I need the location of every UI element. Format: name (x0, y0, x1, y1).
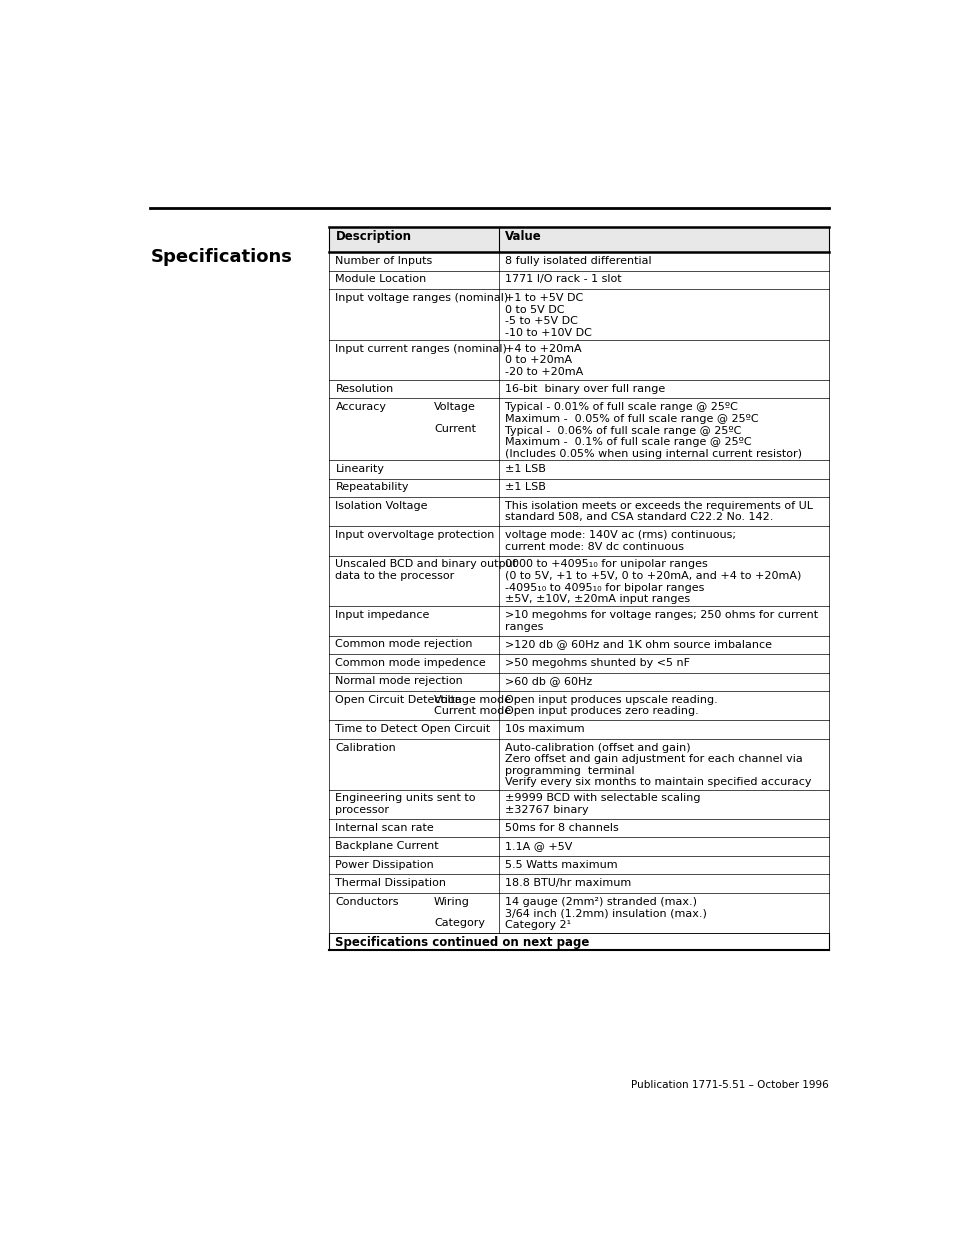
Text: Specifications: Specifications (150, 248, 292, 267)
Text: Category: Category (434, 918, 484, 929)
Text: Normal mode rejection: Normal mode rejection (335, 677, 463, 687)
Text: ±1 LSB: ±1 LSB (505, 464, 545, 474)
Text: >60 db @ 60Hz: >60 db @ 60Hz (505, 677, 592, 687)
Text: Voltage: Voltage (434, 403, 476, 412)
Text: Common mode impedence: Common mode impedence (335, 658, 486, 668)
Text: Accuracy: Accuracy (335, 403, 386, 412)
Text: Power Dissipation: Power Dissipation (335, 860, 434, 869)
Text: Input impedance: Input impedance (335, 610, 430, 620)
Text: ±9999 BCD with selectable scaling
±32767 binary: ±9999 BCD with selectable scaling ±32767… (505, 793, 700, 815)
Text: Unscaled BCD and binary output
data to the processor: Unscaled BCD and binary output data to t… (335, 559, 517, 580)
Text: Number of Inputs: Number of Inputs (335, 256, 433, 266)
Text: >50 megohms shunted by <5 nF: >50 megohms shunted by <5 nF (505, 658, 689, 668)
Text: Open input produces upscale reading.
Open input produces zero reading.: Open input produces upscale reading. Ope… (505, 695, 718, 716)
Text: ±1 LSB: ±1 LSB (505, 483, 545, 493)
Text: This isolation meets or exceeds the requirements of UL
standard 508, and CSA sta: This isolation meets or exceeds the requ… (505, 501, 812, 522)
Text: Voltage mode: Voltage mode (434, 695, 511, 705)
Text: Backplane Current: Backplane Current (335, 841, 438, 851)
Text: voltage mode: 140V ac (rms) continuous;
current mode: 8V dc continuous: voltage mode: 140V ac (rms) continuous; … (505, 530, 736, 552)
Bar (329, 227, 828, 252)
Text: Time to Detect Open Circuit: Time to Detect Open Circuit (335, 724, 490, 734)
Text: Engineering units sent to
processor: Engineering units sent to processor (335, 793, 476, 815)
Text: Linearity: Linearity (335, 464, 384, 474)
Text: 1771 I/O rack - 1 slot: 1771 I/O rack - 1 slot (505, 274, 621, 284)
Text: Isolation Voltage: Isolation Voltage (335, 501, 428, 511)
Text: Conductors: Conductors (335, 897, 398, 906)
Text: Repeatability: Repeatability (335, 483, 409, 493)
Text: Common mode rejection: Common mode rejection (335, 640, 473, 650)
Text: 8 fully isolated differential: 8 fully isolated differential (505, 256, 651, 266)
Text: Specifications continued on next page: Specifications continued on next page (335, 936, 589, 948)
Text: Typical - 0.01% of full scale range @ 25ºC
Maximum -  0.05% of full scale range : Typical - 0.01% of full scale range @ 25… (505, 403, 801, 458)
Text: Resolution: Resolution (335, 384, 394, 394)
Text: Internal scan rate: Internal scan rate (335, 823, 434, 832)
Text: Input current ranges (nominal): Input current ranges (nominal) (335, 343, 507, 353)
Text: 0000 to +4095₁₀ for unipolar ranges
(0 to 5V, +1 to +5V, 0 to +20mA, and +4 to +: 0000 to +4095₁₀ for unipolar ranges (0 t… (505, 559, 801, 604)
Text: 1.1A @ +5V: 1.1A @ +5V (505, 841, 572, 851)
Text: Calibration: Calibration (335, 742, 395, 752)
Text: Publication 1771-5.51 – October 1996: Publication 1771-5.51 – October 1996 (631, 1079, 828, 1091)
Text: Input voltage ranges (nominal): Input voltage ranges (nominal) (335, 293, 508, 303)
Text: 16-bit  binary over full range: 16-bit binary over full range (505, 384, 665, 394)
Text: Value: Value (505, 230, 541, 243)
Text: +4 to +20mA
0 to +20mA
-20 to +20mA: +4 to +20mA 0 to +20mA -20 to +20mA (505, 343, 583, 377)
Text: 50ms for 8 channels: 50ms for 8 channels (505, 823, 618, 832)
Text: 14 gauge (2mm²) stranded (max.)
3/64 inch (1.2mm) insulation (max.)
Category 2¹: 14 gauge (2mm²) stranded (max.) 3/64 inc… (505, 897, 706, 930)
Text: 18.8 BTU/hr maximum: 18.8 BTU/hr maximum (505, 878, 631, 888)
Text: Input overvoltage protection: Input overvoltage protection (335, 530, 495, 540)
Text: Description: Description (335, 230, 411, 243)
Text: Thermal Dissipation: Thermal Dissipation (335, 878, 446, 888)
Text: +1 to +5V DC
0 to 5V DC
-5 to +5V DC
-10 to +10V DC: +1 to +5V DC 0 to 5V DC -5 to +5V DC -10… (505, 293, 592, 337)
Text: Module Location: Module Location (335, 274, 426, 284)
Text: Auto-calibration (offset and gain)
Zero offset and gain adjustment for each chan: Auto-calibration (offset and gain) Zero … (505, 742, 811, 788)
Text: 5.5 Watts maximum: 5.5 Watts maximum (505, 860, 618, 869)
Text: 10s maximum: 10s maximum (505, 724, 584, 734)
Text: >10 megohms for voltage ranges; 250 ohms for current
ranges: >10 megohms for voltage ranges; 250 ohms… (505, 610, 818, 632)
Text: >120 db @ 60Hz and 1K ohm source imbalance: >120 db @ 60Hz and 1K ohm source imbalan… (505, 640, 771, 650)
Text: Wiring: Wiring (434, 897, 469, 906)
Text: Current mode: Current mode (434, 705, 511, 715)
Text: Open Circuit Detection: Open Circuit Detection (335, 695, 462, 705)
Text: Current: Current (434, 424, 476, 433)
